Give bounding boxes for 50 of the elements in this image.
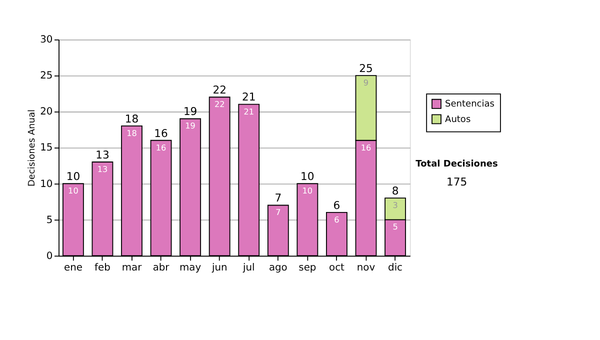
x-tick-label: jul	[242, 262, 255, 274]
total-label: 21	[242, 90, 256, 104]
y-tick-label: 25	[40, 70, 53, 82]
total-label: 25	[359, 62, 373, 75]
data-label: 9	[363, 77, 369, 88]
x-tick-label: jun	[210, 262, 228, 274]
total-label: 18	[124, 112, 139, 126]
data-label: 10	[302, 186, 313, 196]
x-tick-label: abr	[152, 262, 170, 274]
x-tick-label: oct	[329, 262, 345, 274]
x-tick-label: dic	[388, 262, 403, 274]
x-tick-label: ene	[64, 262, 82, 274]
y-tick-label: 0	[46, 250, 53, 262]
y-tick-label: 15	[40, 142, 53, 154]
y-tick-label: 5	[46, 214, 53, 226]
total-label: 10	[66, 170, 80, 184]
x-tick-label: nov	[356, 262, 376, 274]
total-label: 7	[274, 192, 282, 205]
data-label: 18	[126, 128, 137, 138]
data-label: 7	[276, 207, 281, 218]
data-label: 3	[392, 200, 398, 210]
total-label: 13	[96, 148, 110, 162]
total-label: 16	[154, 126, 168, 140]
x-tick-label: feb	[94, 262, 110, 274]
x-tick-label: mar	[122, 262, 143, 274]
legend-label: Autos	[445, 114, 471, 125]
data-label: 16	[156, 142, 166, 152]
data-label: 13	[97, 164, 108, 174]
x-tick-label: may	[180, 262, 202, 274]
x-tick-label: ago	[268, 262, 288, 274]
y-tick-label: 30	[40, 34, 53, 46]
data-label: 21	[244, 106, 254, 116]
total-label: 19	[183, 105, 198, 118]
data-label: 22	[214, 99, 225, 110]
data-label: 5	[392, 222, 398, 232]
y-axis-title: Decisiones Anual	[28, 110, 38, 187]
y-tick-label: 20	[40, 106, 53, 118]
text: Total Decisiones	[416, 160, 498, 170]
data-label: 10	[68, 186, 78, 196]
data-label: 6	[334, 214, 340, 224]
total-label: 6	[333, 198, 340, 212]
total-label: 10	[300, 170, 314, 184]
text: 175	[446, 175, 468, 188]
total-label: 22	[212, 84, 226, 97]
data-label: 16	[360, 142, 372, 152]
data-label: 19	[185, 120, 196, 131]
legend-label: Sentencias	[445, 100, 495, 110]
total-label: 8	[392, 184, 399, 198]
y-tick-label: 10	[40, 178, 53, 190]
x-tick-label: sep	[298, 262, 316, 274]
